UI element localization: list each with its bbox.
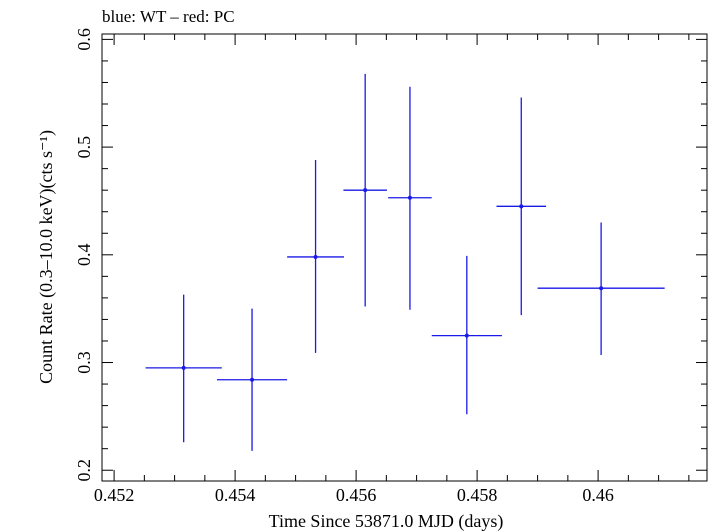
x-tick-label: 0.458 bbox=[457, 485, 498, 505]
y-tick-label: 0.2 bbox=[74, 459, 94, 482]
y-axis: 0.2 0.3 0.4 0.5 0.6 bbox=[74, 28, 707, 481]
y-tick-label: 0.4 bbox=[74, 244, 94, 267]
x-tick-label: 0.456 bbox=[336, 485, 377, 505]
point-marker bbox=[250, 377, 255, 382]
y-axis-label: Count Rate (0.3–10.0 keV)(cts s⁻¹) bbox=[36, 130, 57, 384]
point-marker bbox=[407, 195, 412, 200]
x-axis: 0.452 0.454 0.456 0.458 0.46 bbox=[94, 34, 690, 505]
x-tick-label: 0.46 bbox=[582, 485, 614, 505]
x-tick-label: 0.452 bbox=[94, 485, 135, 505]
y-tick-label: 0.5 bbox=[74, 136, 94, 159]
data-point bbox=[343, 73, 387, 307]
chart-title: blue: WT – red: PC bbox=[102, 7, 235, 26]
data-point bbox=[496, 97, 547, 316]
data-layer bbox=[145, 73, 665, 451]
y-tick-label: 0.6 bbox=[74, 28, 94, 51]
point-marker bbox=[519, 204, 524, 209]
data-point bbox=[287, 160, 344, 353]
y-tick-label: 0.3 bbox=[74, 351, 94, 374]
data-point bbox=[431, 255, 502, 415]
data-point bbox=[216, 308, 288, 451]
point-marker bbox=[181, 365, 186, 370]
point-marker bbox=[313, 254, 318, 259]
point-marker bbox=[599, 286, 604, 291]
data-point bbox=[537, 222, 665, 355]
data-point bbox=[388, 86, 432, 310]
point-marker bbox=[363, 188, 368, 193]
plot-frame bbox=[101, 33, 708, 482]
point-marker bbox=[464, 333, 469, 338]
x-axis-label: Time Since 53871.0 MJD (days) bbox=[269, 511, 504, 532]
x-tick-label: 0.454 bbox=[215, 485, 256, 505]
data-point bbox=[145, 294, 222, 443]
